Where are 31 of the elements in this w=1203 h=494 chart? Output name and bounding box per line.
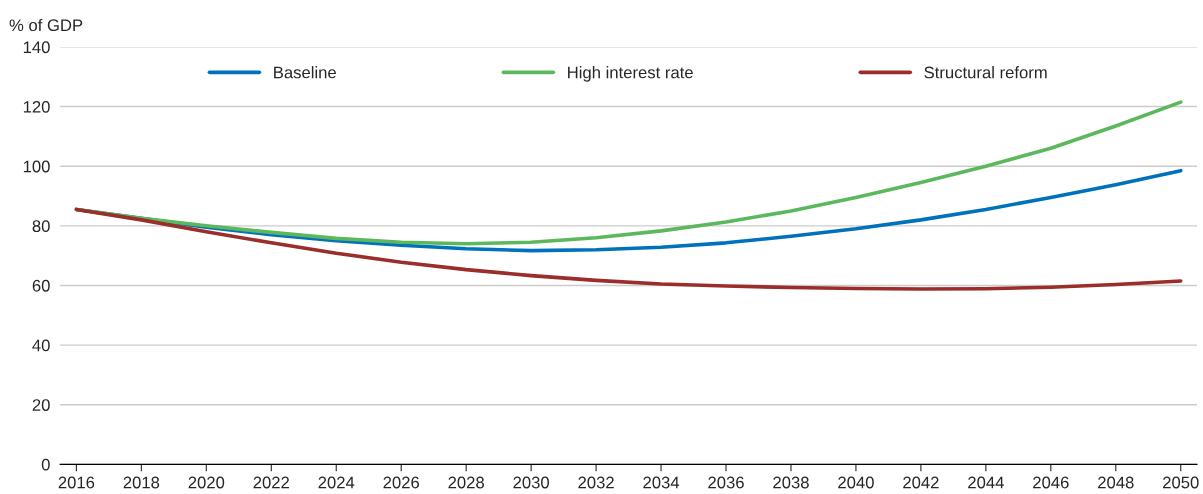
x-tick-label: 2028 [448, 476, 484, 489]
x-tick-label: 2020 [188, 476, 225, 489]
legend-label: Structural reform [924, 66, 1047, 79]
x-tick-label: 2018 [123, 476, 160, 489]
y-tick-label: 20 [32, 399, 50, 411]
x-tick-label: 2050 [1163, 476, 1199, 489]
x-tick-label: 2044 [968, 476, 1004, 489]
x-tick-label: 2026 [383, 476, 420, 489]
line-series [74, 207, 1183, 291]
x-tick-label: 2048 [1098, 476, 1134, 489]
y-tick-label: 120 [23, 100, 50, 113]
x-tick-label: 2040 [838, 476, 874, 489]
x-tick-label: 2030 [513, 476, 550, 489]
x-tick-label: 2042 [903, 476, 939, 489]
y-tick-label: 60 [32, 279, 50, 292]
y-tick-label: 80 [32, 220, 50, 233]
y-tick-label: 0 [41, 458, 50, 471]
x-tick-label: 2022 [253, 476, 289, 489]
x-tick-label: 2036 [708, 476, 744, 489]
x-tick-label: 2046 [1033, 476, 1069, 489]
x-tick-label: 2024 [318, 476, 355, 489]
legend-label: Baseline [274, 66, 336, 79]
x-tick-label: 2034 [643, 476, 680, 489]
x-tick-label: 2016 [58, 476, 95, 489]
y-axis-title: % of GDP [9, 18, 83, 32]
y-tick-label: 40 [32, 339, 50, 352]
y-tick-label: 140 [23, 41, 50, 54]
y-tick-label: 100 [23, 160, 50, 173]
x-tick-label: 2032 [578, 476, 614, 489]
legend-label: High interest rate [568, 66, 693, 82]
x-tick-label: 2038 [773, 476, 809, 489]
